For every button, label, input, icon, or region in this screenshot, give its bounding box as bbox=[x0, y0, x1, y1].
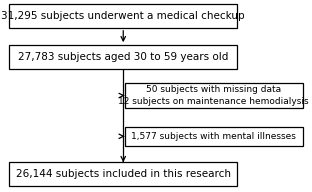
Text: 27,783 subjects aged 30 to 59 years old: 27,783 subjects aged 30 to 59 years old bbox=[18, 52, 228, 62]
Text: 1,577 subjects with mental illnesses: 1,577 subjects with mental illnesses bbox=[131, 132, 296, 141]
Bar bbox=[9, 45, 237, 69]
Text: 26,144 subjects included in this research: 26,144 subjects included in this researc… bbox=[16, 169, 231, 179]
Bar bbox=[125, 127, 303, 146]
Text: 50 subjects with missing data
12 subjects on maintenance hemodialysis: 50 subjects with missing data 12 subject… bbox=[119, 85, 309, 106]
Bar bbox=[125, 83, 303, 108]
Bar bbox=[9, 4, 237, 28]
Bar bbox=[9, 162, 237, 186]
Text: 31,295 subjects underwent a medical checkup: 31,295 subjects underwent a medical chec… bbox=[2, 11, 245, 21]
